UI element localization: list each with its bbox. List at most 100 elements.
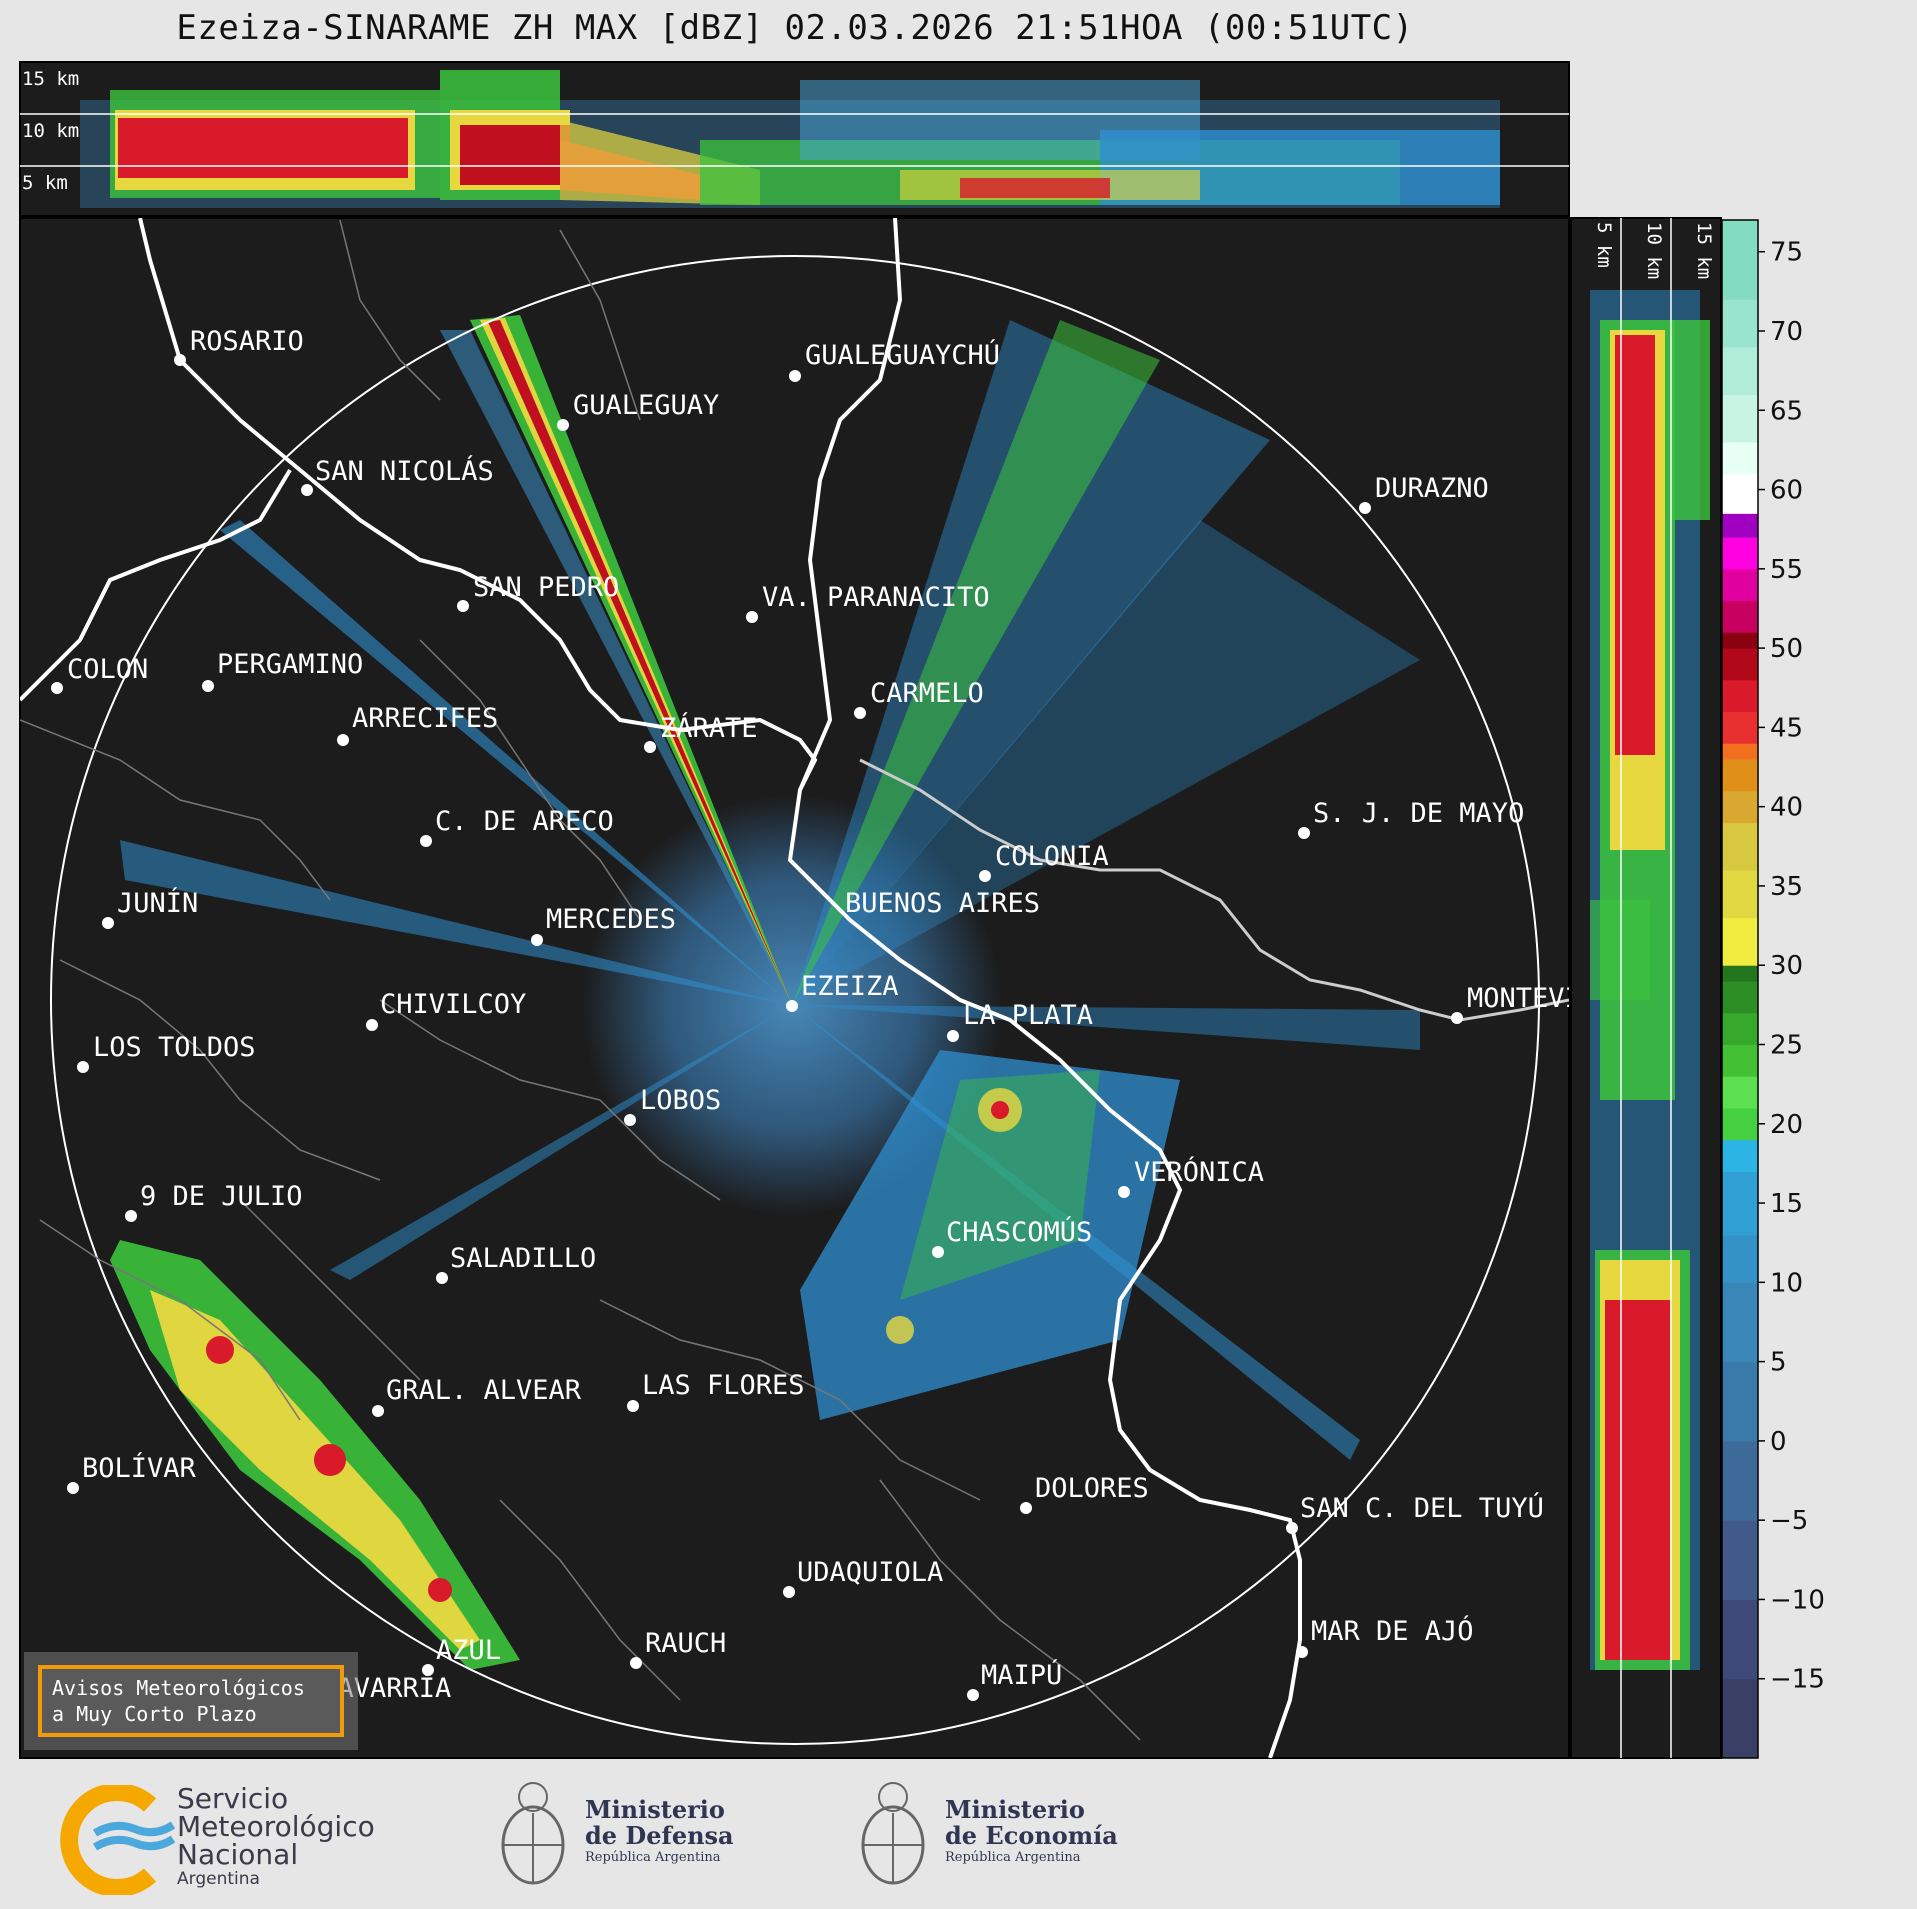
smn-logo: Servicio Meteorológico Nacional Argentin… bbox=[55, 1782, 395, 1897]
colorbar-tick-label: 15 bbox=[1770, 1189, 1803, 1219]
colorbar-segment bbox=[1722, 513, 1758, 538]
economia-line1: Ministerio bbox=[945, 1795, 1085, 1824]
city-label: LA PLATA bbox=[963, 1000, 1093, 1031]
city-label: CHASCOMÚS bbox=[946, 1216, 1092, 1248]
range-ring bbox=[50, 255, 1540, 1745]
city-label: ZÁRATE bbox=[660, 712, 758, 744]
rivers-coastline bbox=[20, 218, 1302, 1758]
city-label: LAS FLORES bbox=[642, 1370, 805, 1401]
defensa-line1: Ministerio bbox=[585, 1795, 725, 1824]
province-borders bbox=[20, 219, 1141, 1741]
city-label: SAN PEDRO bbox=[473, 572, 619, 603]
smn-emblem-icon bbox=[60, 1783, 176, 1897]
smn-line1: Servicio bbox=[177, 1782, 289, 1815]
colorbar-tick-label: 10 bbox=[1770, 1268, 1803, 1298]
avisos-link-button[interactable]: Avisos Meteorológicos a Muy Corto Plazo bbox=[38, 1665, 344, 1737]
side-cross-section-panel: 5 km 10 km 15 km bbox=[1570, 217, 1722, 1759]
city-label: LOBOS bbox=[640, 1085, 721, 1116]
city-label: GUALEGUAYCHÚ bbox=[805, 339, 1000, 371]
city-label: COLONIA bbox=[995, 841, 1109, 872]
colorbar-segment bbox=[1722, 679, 1758, 713]
city-label: AZUL bbox=[436, 1635, 501, 1666]
city-label: S. J. DE MAYO bbox=[1313, 798, 1524, 829]
city-label: EZEIZA bbox=[801, 971, 899, 1002]
colorbar-segment bbox=[1722, 1440, 1758, 1521]
colorbar-segment bbox=[1722, 759, 1758, 792]
city-label: JUNÍN bbox=[117, 887, 198, 919]
colorbar-tick-label: 50 bbox=[1770, 634, 1803, 664]
city-label: BOLÍVAR bbox=[82, 1452, 197, 1484]
colorbar-tick-label: 55 bbox=[1770, 555, 1803, 585]
colorbar-tick-label: 65 bbox=[1770, 396, 1803, 426]
colorbar-segment bbox=[1722, 441, 1758, 475]
colorbar-segment bbox=[1722, 568, 1758, 602]
colorbar-segment bbox=[1722, 600, 1758, 633]
colorbar-segment bbox=[1722, 220, 1758, 300]
colorbar-segment bbox=[1722, 743, 1758, 760]
colorbar-segment bbox=[1722, 537, 1758, 570]
colorbar-segment bbox=[1722, 473, 1758, 514]
city-label: PERGAMINO bbox=[217, 649, 363, 680]
coat-of-arms-icon bbox=[501, 1782, 565, 1885]
colorbar-segment bbox=[1722, 1076, 1758, 1109]
defensa-line2: de Defensa bbox=[585, 1821, 734, 1850]
top-cross-section-panel: 15 km 10 km 5 km bbox=[19, 61, 1570, 217]
colorbar-segment bbox=[1722, 917, 1758, 966]
city-label: SAN C. DEL TUYÚ bbox=[1300, 1492, 1544, 1524]
city-label: RAUCH bbox=[645, 1628, 726, 1659]
colorbar-segment bbox=[1722, 394, 1758, 443]
economia-line3: República Argentina bbox=[945, 1850, 1081, 1865]
footer-logos: Servicio Meteorológico Nacional Argentin… bbox=[0, 1760, 1917, 1909]
colorbar-segment bbox=[1722, 822, 1758, 871]
colorbar-segment bbox=[1722, 632, 1758, 649]
city-label: DOLORES bbox=[1035, 1473, 1149, 1504]
colorbar-segment bbox=[1722, 965, 1758, 982]
colorbar-segment bbox=[1722, 1520, 1758, 1600]
colorbar-segment bbox=[1722, 1012, 1758, 1045]
colorbar-tick-label: 30 bbox=[1770, 951, 1803, 981]
colorbar-tick-label: −15 bbox=[1770, 1665, 1825, 1695]
colorbar-tick-label: 5 bbox=[1770, 1348, 1787, 1378]
city-label: MERCEDES bbox=[546, 904, 676, 935]
smn-line3: Nacional bbox=[177, 1838, 299, 1871]
colorbar-segment bbox=[1722, 1234, 1758, 1283]
avisos-line1: Avisos Meteorológicos bbox=[52, 1676, 305, 1700]
city-label: LOS TOLDOS bbox=[93, 1032, 256, 1063]
colorbar-segments bbox=[1722, 220, 1758, 1759]
side-height-label-5: 5 km bbox=[1593, 222, 1615, 268]
economia-line2: de Economía bbox=[945, 1821, 1118, 1850]
economia-logo: Ministerio de Economía República Argenti… bbox=[855, 1775, 1135, 1900]
colorbar-frame bbox=[1721, 219, 1759, 1759]
city-label: 9 DE JULIO bbox=[140, 1181, 303, 1212]
coat-of-arms-icon bbox=[861, 1782, 925, 1885]
top-height-label-10: 10 km bbox=[22, 120, 79, 142]
defensa-line3: República Argentina bbox=[585, 1850, 721, 1865]
smn-line4: Argentina bbox=[177, 1869, 260, 1889]
colorbar-segment bbox=[1722, 870, 1758, 919]
city-label: SALADILLO bbox=[450, 1243, 596, 1274]
colorbar-segment bbox=[1722, 1282, 1758, 1363]
colorbar-tick-label: −10 bbox=[1770, 1585, 1825, 1615]
radar-map-panel: ROSARIO GUALEGUAYCHÚ GUALEGUAY SAN NICOL… bbox=[19, 217, 1630, 1759]
colorbar-segment bbox=[1722, 648, 1758, 681]
colorbar-segment bbox=[1722, 299, 1758, 348]
city-label: MONTEVIDEO bbox=[1467, 983, 1630, 1014]
city-label: UDAQUIOLA bbox=[797, 1557, 943, 1588]
top-height-label-15: 15 km bbox=[22, 68, 79, 90]
city-label: C. DE ARECO bbox=[435, 806, 614, 837]
page-title: Ezeiza-SINARAME ZH MAX [dBZ] 02.03.2026 … bbox=[176, 8, 1414, 48]
colorbar-tick-label: 25 bbox=[1770, 1030, 1803, 1060]
city-label: MAIPÚ bbox=[981, 1659, 1062, 1691]
colorbar-tick-label: 60 bbox=[1770, 476, 1803, 506]
colorbar-tick-label: −5 bbox=[1770, 1506, 1808, 1536]
radar-echoes bbox=[110, 315, 1420, 1670]
colorbar-segment bbox=[1722, 346, 1758, 395]
colorbar-segment bbox=[1722, 1361, 1758, 1442]
colorbar-segment bbox=[1722, 1107, 1758, 1141]
city-label: GRAL. ALVEAR bbox=[386, 1375, 582, 1406]
colorbar-tick-label: 20 bbox=[1770, 1110, 1803, 1140]
colorbar-tick-label: 45 bbox=[1770, 713, 1803, 743]
city-label: SAN NICOLÁS bbox=[315, 455, 494, 487]
colorbar-tick-label: 40 bbox=[1770, 793, 1803, 823]
